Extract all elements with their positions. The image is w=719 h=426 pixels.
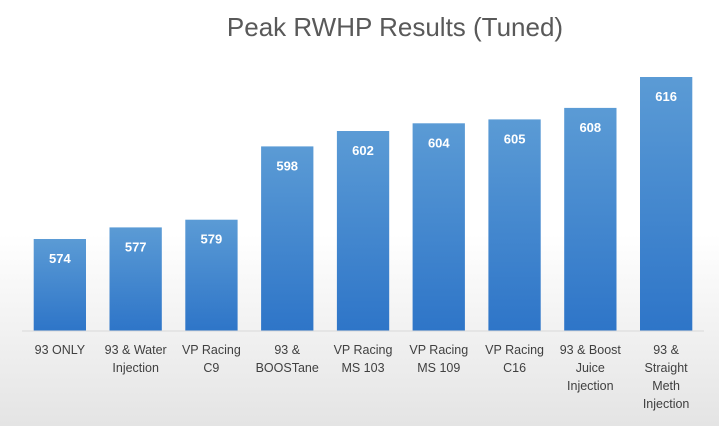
bar-value-label: 604 [428, 135, 450, 150]
category-label: 93 & BOOSTane [256, 343, 319, 375]
category-label-line: VP Racing [409, 343, 468, 357]
bar-value-label: 579 [201, 232, 223, 247]
category-label-line: 93 & [274, 343, 300, 357]
chart-title: Peak RWHP Results (Tuned) [227, 12, 563, 42]
category-label: 93 ONLY [35, 343, 86, 357]
category-label-line: VP Racing [485, 343, 544, 357]
category-label-line: MS 103 [341, 361, 384, 375]
category-label: 93 & Boost Juice Injection [560, 343, 622, 393]
bar-value-label: 598 [276, 158, 298, 173]
bar-value-label: 616 [655, 89, 677, 104]
category-label-line: Injection [643, 397, 690, 411]
category-label: VP Racing MS 103 [334, 343, 393, 375]
category-label-line: 93 & Water [105, 343, 167, 357]
category-label: 93 & Water Injection [105, 343, 167, 375]
category-label-line: 93 & Boost [560, 343, 622, 357]
category-label-line: VP Racing [182, 343, 241, 357]
bar [564, 107, 617, 332]
bar [261, 146, 314, 331]
bars-group: 574 577 579 598 602 604 605 608 616 [33, 77, 693, 332]
category-label-line: C16 [503, 361, 526, 375]
category-label: VP Racing C9 [182, 343, 241, 375]
category-labels-group: 93 ONLY 93 & Water Injection VP Racing C9 93 … [35, 343, 690, 411]
category-label-line: MS 109 [417, 361, 460, 375]
category-label: VP Racing C16 [485, 343, 544, 375]
category-label-line: Meth [652, 379, 680, 393]
category-label: 93 & Straight Meth Injection [643, 343, 690, 411]
category-label: VP Racing MS 109 [409, 343, 468, 375]
category-label-line: Injection [112, 361, 159, 375]
category-label-line: C9 [203, 361, 219, 375]
bar-value-label: 602 [352, 143, 374, 158]
category-label-line: 93 & [653, 343, 679, 357]
category-label-line: BOOSTane [256, 361, 319, 375]
category-label-line: Straight [645, 361, 689, 375]
category-label-line: VP Racing [334, 343, 393, 357]
bar-value-label: 577 [125, 239, 147, 254]
bar [412, 123, 465, 331]
bar [33, 239, 86, 331]
bar-value-label: 574 [49, 251, 71, 266]
bar [185, 219, 238, 331]
bar [488, 119, 541, 332]
bar [640, 77, 693, 331]
category-label-line: Juice [576, 361, 605, 375]
bar [336, 131, 390, 331]
category-label-line: 93 ONLY [35, 343, 86, 357]
category-label-line: Injection [567, 379, 614, 393]
bar-value-label: 605 [504, 131, 526, 146]
bar-value-label: 608 [579, 120, 601, 135]
bar [109, 227, 162, 331]
